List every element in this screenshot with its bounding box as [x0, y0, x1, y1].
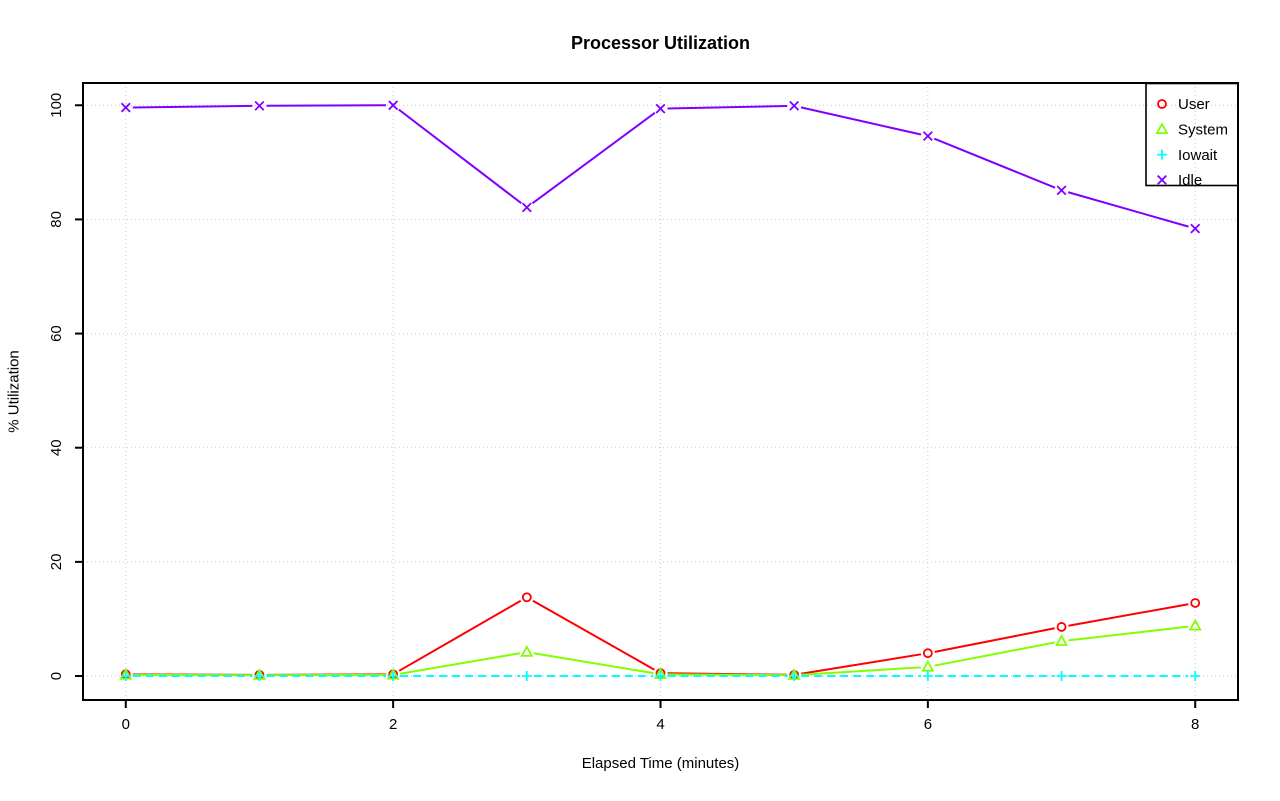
chart-title: Processor Utilization [570, 33, 751, 53]
marker-idle [521, 202, 532, 213]
legend-label-idle: Idle [1178, 172, 1202, 189]
series-line-user [398, 599, 522, 672]
x-tick-label: 6 [924, 716, 932, 733]
marker-system [1188, 618, 1202, 631]
series-line-user [532, 599, 655, 671]
series-line-user [800, 653, 922, 675]
legend-label-system: System [1178, 122, 1228, 139]
legend-marker-iowait [1157, 149, 1167, 160]
y-axis-title: % Utilization [5, 350, 23, 433]
legend-label-iowait: Iowait [1178, 147, 1218, 164]
marker-iowait [388, 671, 399, 682]
marker-user [1190, 598, 1201, 608]
marker-iowait [1190, 671, 1201, 682]
x-tick-label: 4 [656, 716, 664, 733]
legend-marker-user [1157, 99, 1167, 109]
marker-iowait [254, 671, 265, 682]
series-line-system [533, 652, 654, 675]
legend-box [1145, 82, 1239, 187]
marker-idle [922, 131, 933, 142]
y-tick-label: 0 [48, 672, 65, 680]
marker-idle [1190, 223, 1201, 234]
series-line-idle [800, 106, 922, 136]
marker-idle [789, 100, 800, 111]
marker-idle [1056, 185, 1067, 196]
series-line-system [667, 673, 788, 677]
x-tick-label: 2 [389, 716, 397, 733]
marker-user [1056, 622, 1067, 632]
series-line-idle [667, 104, 788, 110]
marker-iowait [655, 671, 666, 682]
marker-iowait [922, 671, 933, 682]
marker-iowait [789, 671, 800, 682]
marker-system [921, 659, 935, 672]
x-axis-title: Elapsed Time (minutes) [581, 755, 740, 772]
marker-user [922, 648, 933, 659]
series-line-user [934, 627, 1055, 653]
marker-idle [254, 100, 265, 111]
x-tick-label: 0 [122, 716, 130, 733]
marker-idle [388, 100, 399, 111]
legend-marker-idle [1157, 174, 1167, 185]
y-tick-label: 100 [48, 93, 65, 118]
series-line-idle [132, 104, 253, 109]
y-tick-label: 20 [48, 554, 65, 571]
series-line-idle [933, 137, 1056, 189]
series-line-idle [266, 104, 387, 107]
marker-iowait [1056, 671, 1067, 682]
y-tick-label: 40 [48, 439, 65, 456]
marker-system [520, 645, 534, 657]
marker-user [521, 592, 532, 603]
x-tick-label: 8 [1191, 716, 1199, 733]
y-tick-label: 60 [48, 325, 65, 342]
series-line-system [934, 641, 1055, 667]
marker-iowait [521, 671, 532, 682]
y-tick-label: 80 [48, 211, 65, 228]
marker-system [1055, 634, 1069, 646]
series-line-system [399, 652, 521, 675]
legend-marker-system [1155, 122, 1169, 134]
series-line-idle [398, 108, 522, 204]
series-line-idle [1067, 191, 1189, 228]
series-line-system [1068, 625, 1189, 642]
series-line-system [801, 666, 921, 676]
legend-label-user: User [1178, 96, 1210, 113]
marker-idle [655, 103, 666, 114]
series-line-idle [531, 112, 656, 205]
marker-idle [120, 102, 131, 113]
series-line-user [1068, 603, 1189, 627]
marker-iowait [120, 671, 131, 682]
